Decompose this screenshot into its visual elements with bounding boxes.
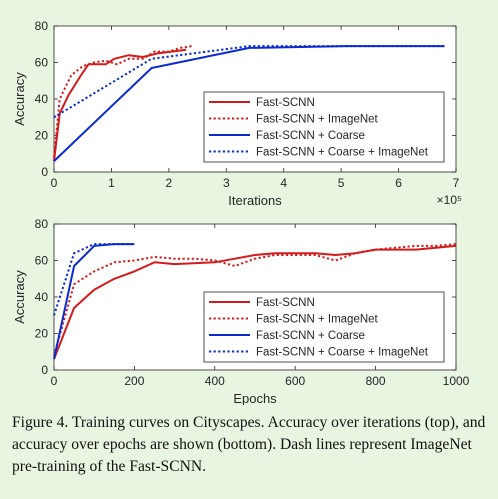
x-tick-label: 7 [453,176,460,190]
legend: Fast-SCNN Fast-SCNN + ImageNet Fast-SCNN +… [203,91,445,163]
x-axis-label: Iterations [228,193,282,208]
y-axis-label: Accuracy [12,270,27,324]
y-tick-label: 80 [35,217,49,231]
x-tick-label: 5 [338,176,345,190]
x-tick-label: 6 [395,176,402,190]
y-tick-label: 80 [35,19,49,33]
x-tick-label: 600 [285,374,305,388]
y-tick-label: 0 [41,363,48,377]
legend: Fast-SCNN Fast-SCNN + ImageNet Fast-SCNN +… [203,291,445,363]
chart-iterations: 0 1 2 3 4 5 6 7 0 20 40 60 80 Iterations Accuracy ×10⁵ F… [12,19,462,208]
legend-label: Fast-SCNN + Coarse [256,330,365,342]
y-axis-label: Accuracy [12,72,27,126]
series-line-1 [53,243,457,356]
legend-box [203,91,445,163]
legend-label: Fast-SCNN [256,97,315,109]
legend-label: Fast-SCNN + Coarse + ImageNet [256,347,429,359]
y-tick-label: 60 [35,254,49,268]
series-line-3 [53,243,135,316]
x-tick-label: 800 [366,374,386,388]
x-tick-label: 2 [166,176,173,190]
legend-label: Fast-SCNN + ImageNet [256,314,379,326]
x-multiplier-label: ×10⁵ [437,193,462,207]
x-tick-label: 200 [124,374,144,388]
series-line-0 [53,48,187,162]
x-tick-label: 3 [223,176,230,190]
y-tick-label: 20 [35,327,49,341]
x-tick-label: 1000 [443,374,470,388]
y-tick-label: 0 [41,165,48,179]
chart-epochs: 0 200 400 600 800 1000 0 20 40 60 80 Epochs Accuracy… [12,217,470,405]
series-line-1 [53,45,192,158]
legend-box [203,291,445,363]
series-line-0 [53,244,457,360]
series-line-2 [53,243,135,360]
y-tick-label: 60 [35,56,49,70]
figure-caption: Figure 4. Training curves on Cityscapes.… [12,414,486,475]
x-tick-label: 1 [108,176,115,190]
legend-label: Fast-SCNN [256,297,315,309]
x-axis-label: Epochs [233,391,277,405]
legend-label: Fast-SCNN + ImageNet [256,114,379,126]
series-line-3 [53,45,445,119]
figure: 0 1 2 3 4 5 6 7 0 20 40 60 80 Iterations Accuracy ×10⁵ F… [12,19,470,405]
x-tick-label: 400 [205,374,225,388]
y-tick-label: 20 [35,129,49,143]
x-tick-label: 0 [51,176,58,190]
legend-label: Fast-SCNN + Coarse + ImageNet [256,147,429,159]
y-tick-label: 40 [35,92,49,106]
x-tick-label: 0 [51,374,58,388]
x-tick-label: 4 [280,176,287,190]
y-tick-label: 40 [35,290,49,304]
legend-label: Fast-SCNN + Coarse [256,130,365,142]
